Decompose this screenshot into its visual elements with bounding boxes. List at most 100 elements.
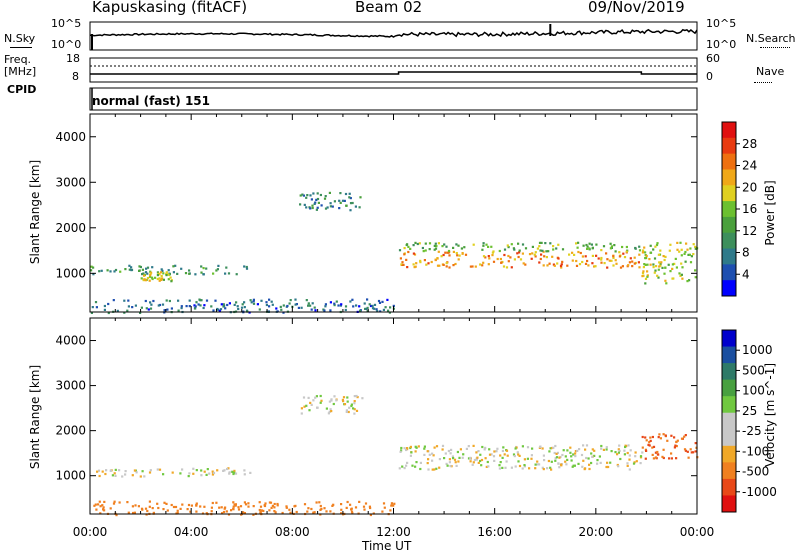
velocity-cell: [569, 451, 572, 454]
power-cell: [642, 249, 645, 252]
velocity-cell: [628, 454, 631, 457]
power-cell: [566, 264, 569, 267]
power-cell: [386, 298, 389, 301]
velocity-cell: [493, 450, 496, 453]
power-cell: [490, 245, 493, 248]
power-cell: [224, 272, 227, 275]
power-cell: [485, 243, 488, 246]
power-cell: [366, 310, 369, 313]
velocity-cell: [181, 503, 184, 506]
power-cell: [216, 307, 219, 311]
power-cell: [518, 251, 521, 254]
power-cell: [167, 273, 170, 276]
power-cell: [671, 267, 674, 270]
velocity-cell: [546, 467, 549, 470]
velocity-cell: [634, 451, 637, 454]
power-cell: [434, 242, 437, 245]
power-cell: [228, 302, 231, 305]
power-cell: [142, 272, 145, 275]
velocity-cell: [223, 469, 226, 472]
power-cell: [669, 270, 672, 273]
power-cell: [510, 266, 513, 269]
power-cell: [202, 267, 205, 270]
velocity-cell: [505, 449, 509, 452]
power-cell: [524, 247, 528, 250]
power-cell: [686, 248, 689, 251]
velocity-cell: [498, 467, 501, 470]
power-cell: [369, 304, 373, 308]
power-cell: [373, 303, 377, 306]
power-cell: [594, 265, 597, 268]
power-cell: [605, 252, 608, 255]
velocity-colorbar-tick-label: 500: [742, 363, 765, 377]
velocity-cell: [473, 458, 476, 462]
power-cell: [551, 255, 554, 258]
power-cell: [552, 263, 555, 266]
power-cell: [440, 255, 443, 258]
velocity-cell: [634, 455, 637, 458]
power-cell: [236, 305, 239, 308]
power-cell: [649, 251, 652, 254]
velocity-cell: [319, 401, 322, 404]
velocity-cell: [127, 511, 130, 514]
power-cell: [623, 256, 627, 259]
power-cell: [212, 272, 215, 275]
power-cell: [311, 204, 314, 207]
velocity-cell: [320, 399, 323, 402]
velocity-cell: [176, 509, 179, 512]
velocity-cell: [635, 460, 638, 463]
velocity-cell: [414, 445, 417, 448]
power-cell: [629, 257, 632, 260]
power-cell: [218, 309, 221, 312]
power-cell: [663, 258, 666, 262]
power-cell: [200, 299, 203, 302]
power-cell: [144, 271, 148, 274]
velocity-cell: [403, 447, 406, 450]
velocity-cell: [414, 450, 417, 453]
power-cell: [457, 244, 460, 247]
velocity-cell: [319, 394, 322, 398]
velocity-cell: [403, 467, 406, 470]
velocity-cell: [593, 454, 596, 457]
power-cell: [309, 304, 312, 307]
power-cell: [488, 257, 491, 260]
velocity-cell: [401, 465, 404, 468]
power-cell: [329, 309, 332, 312]
power-cell: [503, 253, 506, 257]
velocity-cell: [435, 467, 438, 470]
power-cell: [359, 309, 362, 312]
velocity-cell: [96, 470, 99, 473]
power-cell: [690, 255, 693, 258]
power-cell: [542, 250, 545, 253]
velocity-cell: [627, 444, 630, 447]
power-cell: [368, 303, 371, 306]
velocity-cell: [192, 467, 195, 470]
power-cell: [539, 249, 542, 252]
velocity-cell: [503, 453, 506, 456]
power-cell: [656, 274, 659, 277]
power-cell: [673, 262, 676, 265]
xtick-label: 12:00: [376, 525, 411, 539]
power-cell: [297, 306, 300, 309]
velocity-cell: [312, 511, 315, 514]
power-cell: [487, 263, 490, 266]
power-cell: [680, 273, 683, 276]
power-cell: [528, 253, 532, 256]
power-colorbar-tick-label: 20: [742, 180, 757, 194]
velocity-cell: [273, 506, 276, 509]
power-cell: [184, 272, 188, 275]
power-cell: [311, 302, 314, 305]
velocity-cell: [101, 504, 104, 507]
velocity-cell: [392, 504, 395, 507]
velocity-cell: [477, 461, 480, 464]
power-cell: [214, 299, 217, 302]
power-cell: [162, 272, 165, 275]
velocity-cell: [247, 505, 250, 508]
velocity-cell: [480, 458, 484, 462]
velocity-cell: [288, 508, 291, 511]
velocity-cell: [242, 511, 245, 514]
power-cell: [433, 248, 436, 251]
velocity-cell: [628, 458, 631, 461]
power-cell: [471, 265, 474, 268]
velocity-cell: [431, 468, 434, 471]
